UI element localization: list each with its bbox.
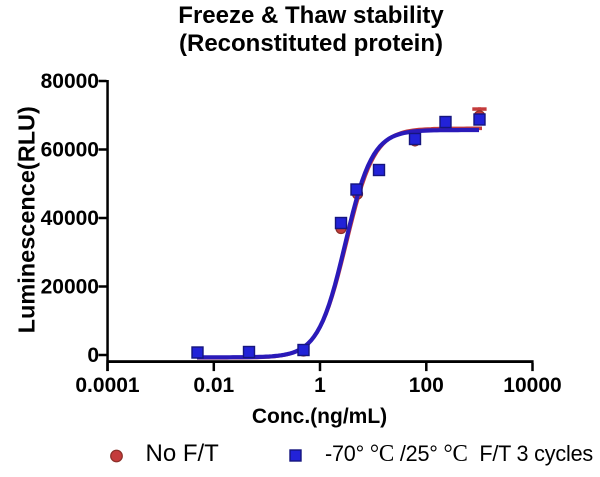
- svg-text:60000: 60000: [41, 139, 99, 162]
- svg-text:Freeze & Thaw stability: Freeze & Thaw stability: [178, 2, 444, 29]
- svg-text:10000: 10000: [503, 374, 561, 397]
- svg-text:0.01: 0.01: [193, 374, 234, 397]
- svg-text:40000: 40000: [41, 207, 99, 230]
- svg-text:0: 0: [87, 344, 99, 367]
- svg-text:0.0001: 0.0001: [75, 374, 140, 397]
- svg-text:80000: 80000: [41, 70, 99, 93]
- svg-text:20000: 20000: [41, 276, 99, 299]
- svg-text:No F/T: No F/T: [146, 440, 220, 467]
- svg-text:-70° °C /25° °C F/T 3 cycles: -70° °C /25° °C F/T 3 cycles: [325, 441, 593, 467]
- svg-text:1: 1: [314, 374, 326, 397]
- svg-text:Conc.(ng/mL): Conc.(ng/mL): [252, 405, 387, 428]
- svg-text:(Reconstituted protein): (Reconstituted protein): [179, 30, 443, 57]
- svg-text:100: 100: [409, 374, 444, 397]
- svg-text:Luminescence(RLU): Luminescence(RLU): [14, 106, 40, 333]
